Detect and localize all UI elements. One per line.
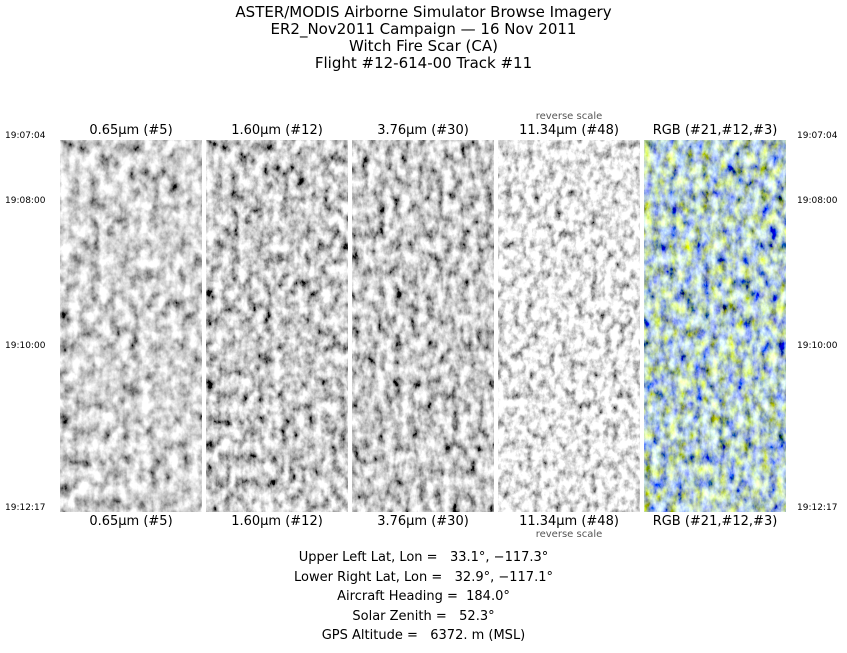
time-start-left: 19:07:04 [5, 131, 46, 141]
band-label-top-1: 0.65μm (#5) [89, 123, 173, 138]
image-panel-rgb [644, 140, 786, 512]
band-label-top-5: RGB (#21,#12,#3) [652, 123, 778, 138]
upper-left-latlon: Upper Left Lat, Lon = 33.1°, −117.3° [298, 550, 549, 565]
time-end-right: 19:12:17 [797, 503, 838, 513]
title-line-4: Flight #12-614-00 Track #11 [314, 54, 533, 72]
time-3-left: 19:10:00 [5, 341, 46, 351]
time-2-right: 19:08:00 [797, 196, 838, 206]
image-panel-1-60um [206, 140, 348, 512]
band-label-top-3: 3.76μm (#30) [377, 123, 469, 138]
aircraft-heading: Aircraft Heading = 184.0° [337, 589, 510, 604]
image-panel-0-65um [60, 140, 202, 512]
band-label-bottom-4: 11.34μm (#48) [519, 514, 619, 529]
page-title: ASTER/MODIS Airborne Simulator Browse Im… [0, 4, 847, 72]
image-panel-11-34um [498, 140, 640, 512]
time-2-left: 19:08:00 [5, 196, 46, 206]
reverse-scale-note-bottom: reverse scale [535, 529, 603, 540]
solar-zenith: Solar Zenith = 52.3° [352, 608, 495, 624]
gps-altitude: GPS Altitude = 6372. m (MSL) [321, 628, 526, 643]
lower-right-latlon: Lower Right Lat, Lon = 32.9°, −117.1° [294, 569, 553, 585]
image-panel-3-76um [352, 140, 494, 512]
flight-info: Upper Left Lat, Lon = 33.1°, −117.3° Low… [0, 548, 847, 646]
time-start-right: 19:07:04 [797, 131, 838, 141]
band-label-bottom-3: 3.76μm (#30) [377, 514, 469, 529]
reverse-scale-note-top: reverse scale [535, 111, 603, 122]
time-3-right: 19:10:00 [797, 341, 838, 351]
band-label-bottom-2: 1.60μm (#12) [231, 514, 323, 529]
title-line-2: ER2_Nov2011 Campaign — 16 Nov 2011 [270, 20, 577, 38]
band-label-bottom-1: 0.65μm (#5) [89, 514, 173, 529]
band-label-top-4: 11.34μm (#48) [519, 123, 619, 138]
title-line-1: ASTER/MODIS Airborne Simulator Browse Im… [235, 3, 612, 21]
band-label-top-2: 1.60μm (#12) [231, 123, 323, 138]
band-label-bottom-5: RGB (#21,#12,#3) [652, 514, 778, 529]
time-end-left: 19:12:17 [5, 503, 46, 513]
title-line-3: Witch Fire Scar (CA) [349, 37, 498, 55]
